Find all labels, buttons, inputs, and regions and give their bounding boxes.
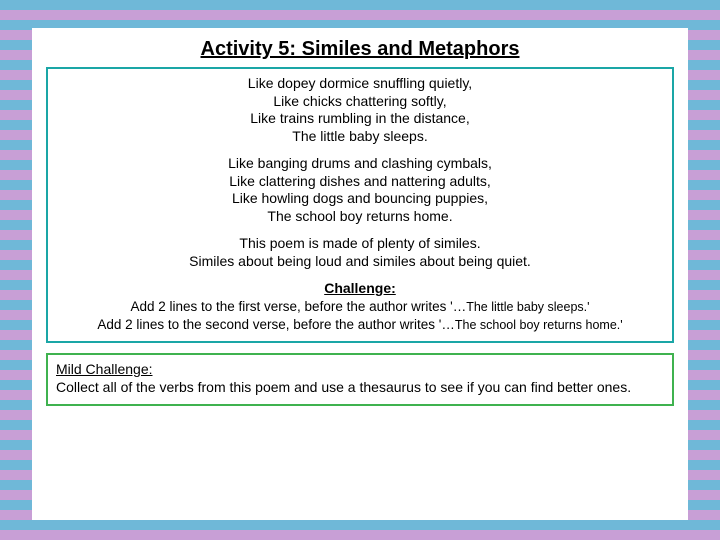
verse-2-line-3: Like howling dogs and bouncing puppies, (58, 190, 662, 208)
commentary-line-2: Similes about being loud and similes abo… (58, 253, 662, 271)
challenge-line-1a: Add 2 lines to the first verse, before t… (130, 299, 466, 314)
mild-challenge-body: Collect all of the verbs from this poem … (56, 379, 631, 395)
mild-challenge-box: Mild Challenge: Collect all of the verbs… (46, 353, 674, 406)
page-card: Activity 5: Similes and Metaphors Like d… (32, 28, 688, 520)
commentary-line-1: This poem is made of plenty of similes. (58, 235, 662, 253)
challenge-line-2: Add 2 lines to the second verse, before … (58, 316, 662, 334)
verse-2-line-2: Like clattering dishes and nattering adu… (58, 173, 662, 191)
verse-1-line-2: Like chicks chattering softly, (58, 93, 662, 111)
challenge-quote-1: The little baby sleeps.' (466, 300, 589, 314)
mild-challenge-title: Mild Challenge: (56, 361, 153, 377)
verse-2-line-4: The school boy returns home. (58, 208, 662, 226)
commentary: This poem is made of plenty of similes. … (58, 235, 662, 270)
verse-1-line-1: Like dopey dormice snuffling quietly, (58, 75, 662, 93)
challenge-title: Challenge: (58, 280, 662, 296)
challenge-line-1: Add 2 lines to the first verse, before t… (58, 298, 662, 316)
verse-2-line-1: Like banging drums and clashing cymbals, (58, 155, 662, 173)
challenge-line-2a: Add 2 lines to the second verse, before … (97, 317, 455, 332)
challenge-block: Challenge: Add 2 lines to the first vers… (58, 280, 662, 333)
verse-2: Like banging drums and clashing cymbals,… (58, 155, 662, 225)
main-content-box: Like dopey dormice snuffling quietly, Li… (46, 67, 674, 343)
verse-1-line-4: The little baby sleeps. (58, 128, 662, 146)
verse-1: Like dopey dormice snuffling quietly, Li… (58, 75, 662, 145)
verse-1-line-3: Like trains rumbling in the distance, (58, 110, 662, 128)
challenge-quote-2: The school boy returns home.' (455, 318, 623, 332)
page-title: Activity 5: Similes and Metaphors (46, 38, 674, 61)
